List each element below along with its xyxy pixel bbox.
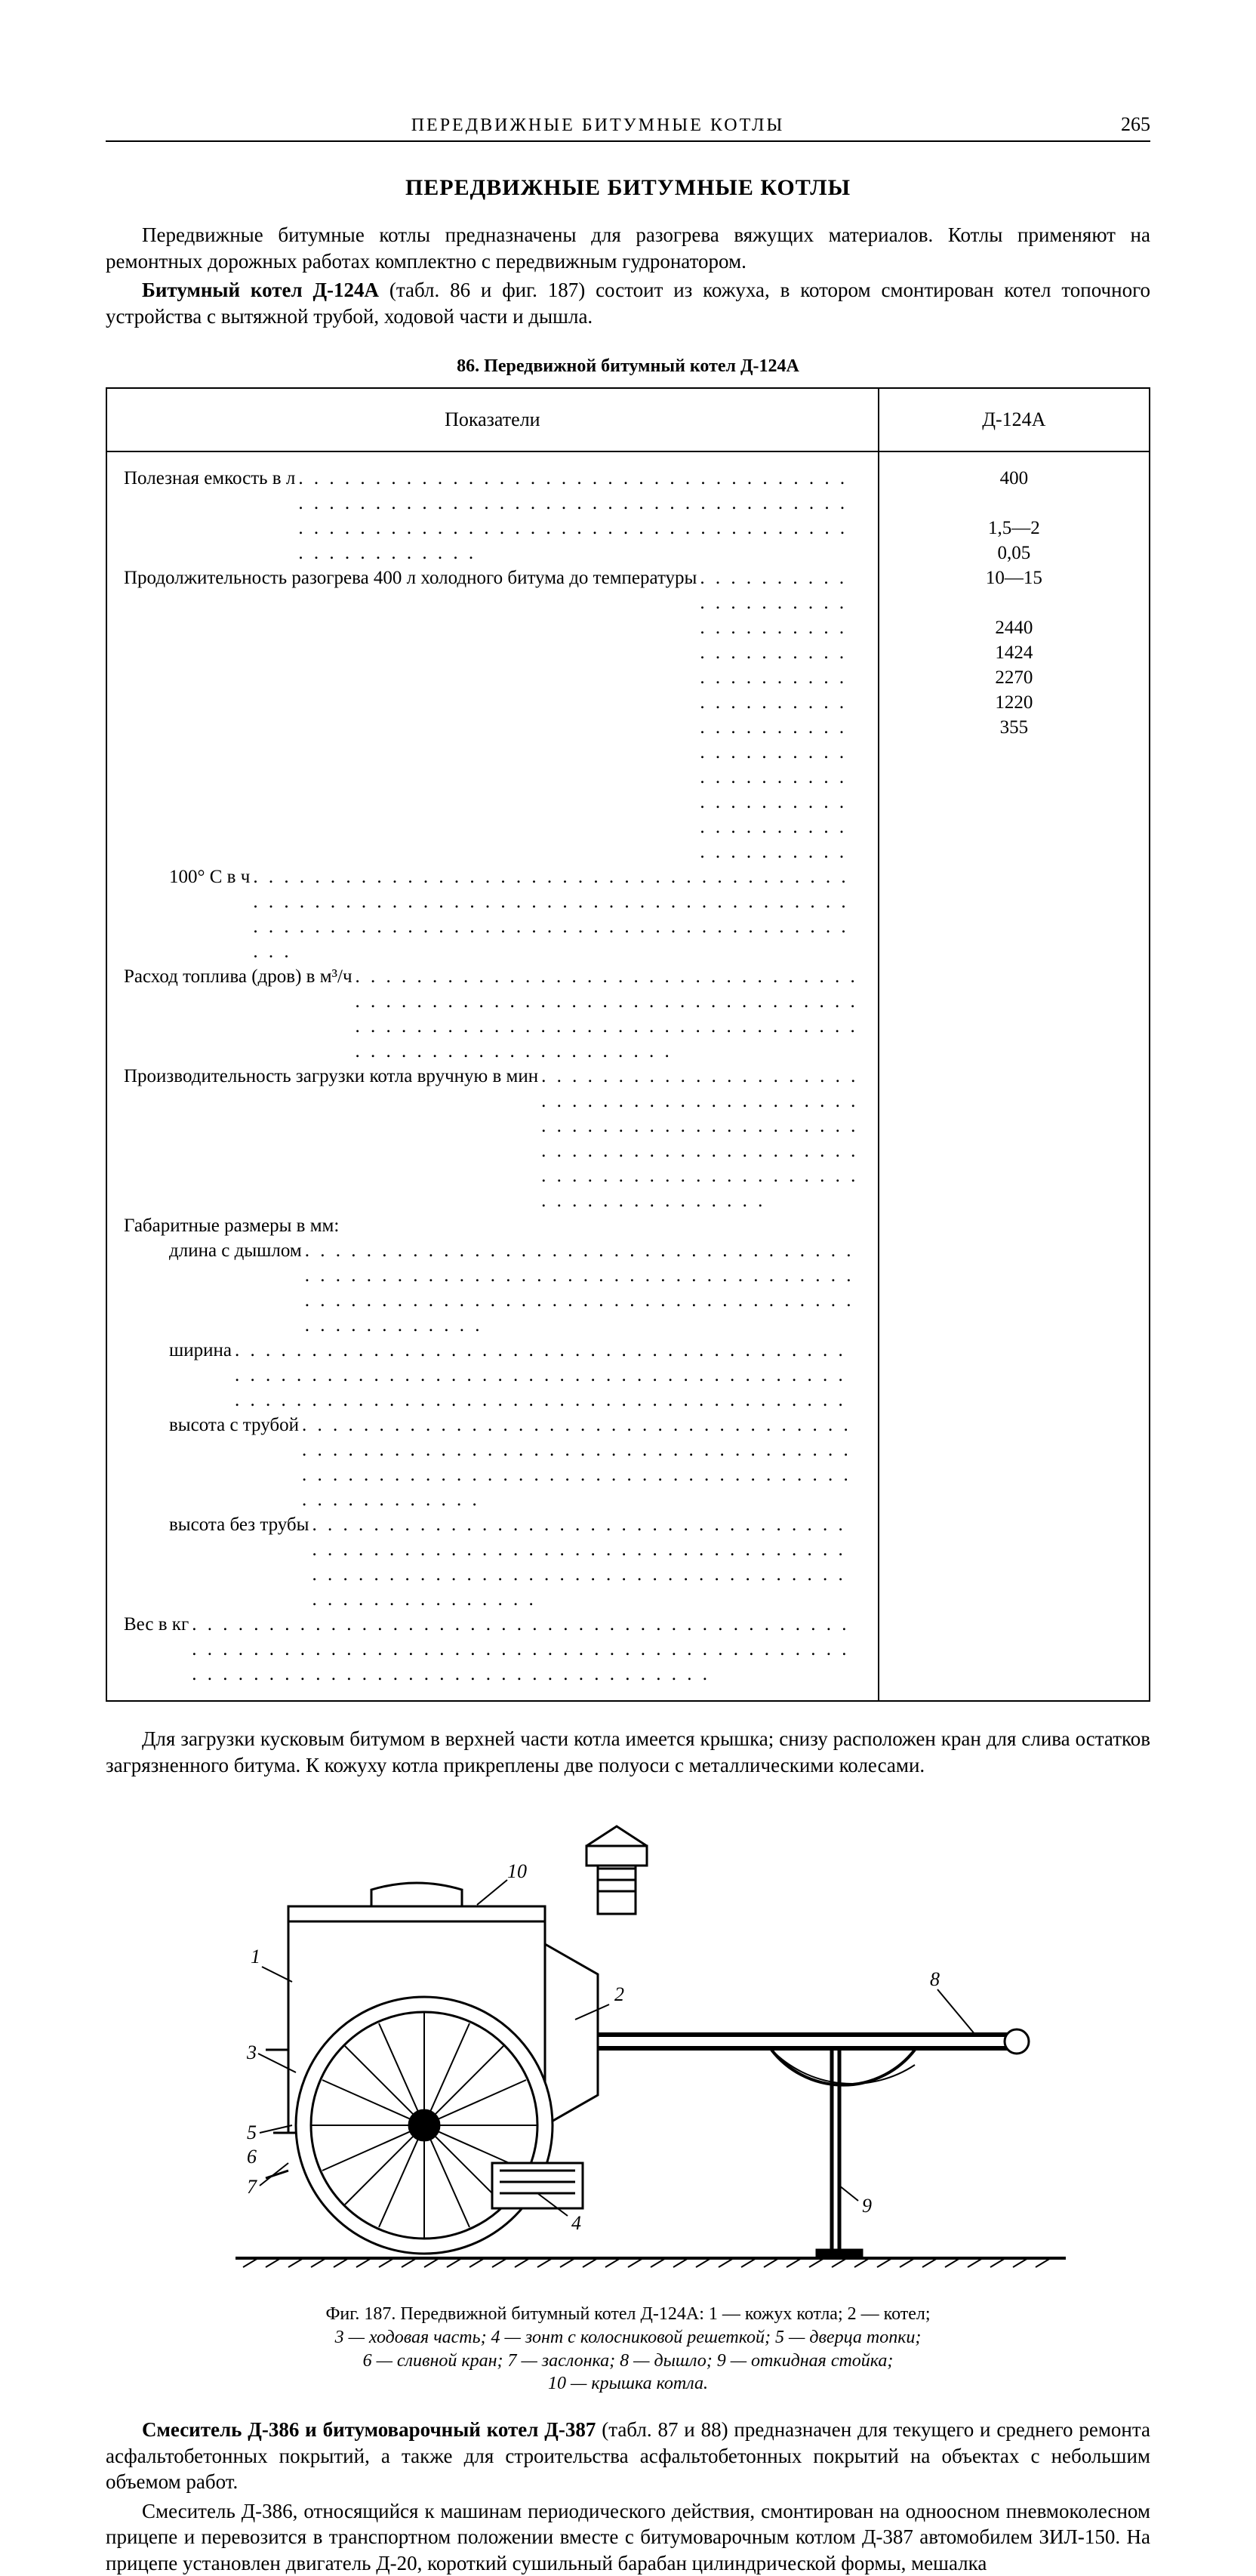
paragraph-d386-detail: Смеситель Д-386, относящийся к машинам п…: [106, 2498, 1150, 2576]
section-title: ПЕРЕДВИЖНЫЕ БИТУМНЫЕ КОТЛЫ: [106, 175, 1150, 201]
table86-param-label: Расход топлива (дров) в м³/ч: [124, 964, 352, 1064]
table86-param-label: Вес в кг: [124, 1612, 189, 1687]
table86-param-label: Продолжительность разогрева 400 л холодн…: [124, 565, 697, 864]
table86-caption: 86. Передвижной битумный котел Д-124А: [106, 356, 1150, 377]
callout-3: 3: [246, 2041, 257, 2063]
table86-value: 400: [896, 466, 1132, 491]
table86-param-label: Габаритные размеры в мм:: [124, 1213, 339, 1238]
callout-7: 7: [247, 2176, 257, 2198]
table86-param-label: высота с трубой: [124, 1413, 299, 1512]
fig-caption-l4: 10 — крышка котла.: [548, 2374, 708, 2393]
table86: Показатели Д-124А Полезная емкость в л .…: [106, 387, 1150, 1702]
table86-param-row: Продолжительность разогрева 400 л холодн…: [124, 565, 861, 864]
bold-d124a: Битумный котел Д-124А: [142, 279, 379, 301]
dot-leader: . . . . . . . . . . . . . . . . . . . . …: [232, 1338, 861, 1413]
paragraph-d124a: Битумный котел Д-124А (табл. 86 и фиг. 1…: [106, 277, 1150, 329]
callout-8: 8: [930, 1968, 940, 1990]
table86-param-row: Расход топлива (дров) в м³/ч . . . . . .…: [124, 964, 861, 1064]
fig-caption-l1: Фиг. 187. Передвижной битумный котел Д-1…: [325, 2304, 930, 2324]
figure-187-svg: 1 2 3 4 5 6 7 8 9 10: [175, 1808, 1081, 2291]
running-head-title: ПЕРЕДВИЖНЫЕ БИТУМНЫЕ КОТЛЫ: [106, 116, 1090, 136]
dot-leader: . . . . . . . . . . . . . . . . . . . . …: [697, 565, 860, 864]
table86-param-row: длина с дышлом . . . . . . . . . . . . .…: [124, 1238, 861, 1338]
figure-187-caption: Фиг. 187. Передвижной битумный котел Д-1…: [236, 2303, 1020, 2396]
table86-value: 2440: [896, 615, 1132, 640]
table86-value: 1,5—2: [896, 516, 1132, 541]
table86-value: 2270: [896, 665, 1132, 690]
page-number: 265: [1090, 113, 1150, 136]
table86-param-label: 100° С в ч: [124, 864, 250, 964]
dot-leader: . . . . . . . . . . . . . . . . . . . . …: [302, 1238, 861, 1338]
page: ПЕРЕДВИЖНЫЕ БИТУМНЫЕ КОТЛЫ 265 ПЕРЕДВИЖН…: [0, 0, 1256, 1884]
table86-param-row: Полезная емкость в л . . . . . . . . . .…: [124, 466, 861, 565]
dot-leader: . . . . . . . . . . . . . . . . . . . . …: [538, 1064, 861, 1213]
callout-4: 4: [571, 2212, 581, 2234]
table86-value: 355: [896, 715, 1132, 740]
dot-leader: . . . . . . . . . . . . . . . . . . . . …: [189, 1612, 860, 1687]
table86-values-cell: 400 1,5—20,0510—15 2440142422701220355: [879, 451, 1150, 1701]
table86-param-row: Вес в кг . . . . . . . . . . . . . . . .…: [124, 1612, 861, 1687]
callout-6: 6: [247, 2146, 257, 2168]
figure-187: 1 2 3 4 5 6 7 8 9 10 Фиг. 187. Передвижн…: [106, 1808, 1150, 2396]
table86-param-label: длина с дышлом: [124, 1238, 302, 1338]
running-head: ПЕРЕДВИЖНЫЕ БИТУМНЫЕ КОТЛЫ 265: [106, 113, 1150, 142]
table86-params-cell: Полезная емкость в л . . . . . . . . . .…: [106, 451, 879, 1701]
table86-param-row: высота с трубой . . . . . . . . . . . . …: [124, 1413, 861, 1512]
table86-head-param: Показатели: [106, 388, 879, 451]
callout-1: 1: [251, 1946, 260, 1967]
table86-param-label: Полезная емкость в л: [124, 466, 295, 565]
dot-leader: . . . . . . . . . . . . . . . . . . . . …: [309, 1512, 860, 1612]
table86-value: [896, 491, 1132, 516]
callout-10: 10: [507, 1860, 527, 1882]
table86-value: 1424: [896, 640, 1132, 665]
dot-leader: . . . . . . . . . . . . . . . . . . . . …: [299, 1413, 861, 1512]
table86-value: 0,05: [896, 541, 1132, 565]
dot-leader: . . . . . . . . . . . . . . . . . . . . …: [295, 466, 860, 565]
table86-value: [896, 590, 1132, 615]
table86-head-model: Д-124А: [879, 388, 1150, 451]
fig-caption-l3: 6 — сливной кран; 7 — заслонка; 8 — дышл…: [363, 2351, 894, 2371]
bold-d386: Смеситель Д-386 и битумоварочный котел Д…: [142, 2418, 596, 2441]
table86-param-label: высота без трубы: [124, 1512, 309, 1612]
table86-body-row: Полезная емкость в л . . . . . . . . . .…: [106, 451, 1150, 1701]
table86-param-row: высота без трубы . . . . . . . . . . . .…: [124, 1512, 861, 1612]
callout-9: 9: [862, 2195, 872, 2217]
table86-param-row: Габаритные размеры в мм:: [124, 1213, 861, 1238]
paragraph-d386-d387: Смеситель Д-386 и битумоварочный котел Д…: [106, 2417, 1150, 2495]
fig-caption-l2: 3 — ходовая часть; 4 — зонт с колосников…: [335, 2328, 922, 2347]
table86-param-row: ширина . . . . . . . . . . . . . . . . .…: [124, 1338, 861, 1413]
table86-param-label: ширина: [124, 1338, 232, 1413]
paragraph-intro: Передвижные битумные котлы предназначены…: [106, 222, 1150, 274]
table86-value: 10—15: [896, 565, 1132, 590]
table86-param-row: Производительность загрузки котла вручну…: [124, 1064, 861, 1213]
table86-param-label: Производительность загрузки котла вручну…: [124, 1064, 538, 1213]
paragraph-loading: Для загрузки кусковым битумом в верхней …: [106, 1726, 1150, 1778]
callout-5: 5: [247, 2122, 257, 2143]
table86-value: 1220: [896, 690, 1132, 715]
dot-leader: . . . . . . . . . . . . . . . . . . . . …: [352, 964, 861, 1064]
callout-2: 2: [614, 1983, 624, 2005]
dot-leader: . . . . . . . . . . . . . . . . . . . . …: [250, 864, 860, 964]
table86-param-row: 100° С в ч . . . . . . . . . . . . . . .…: [124, 864, 861, 964]
table86-head-row: Показатели Д-124А: [106, 388, 1150, 451]
